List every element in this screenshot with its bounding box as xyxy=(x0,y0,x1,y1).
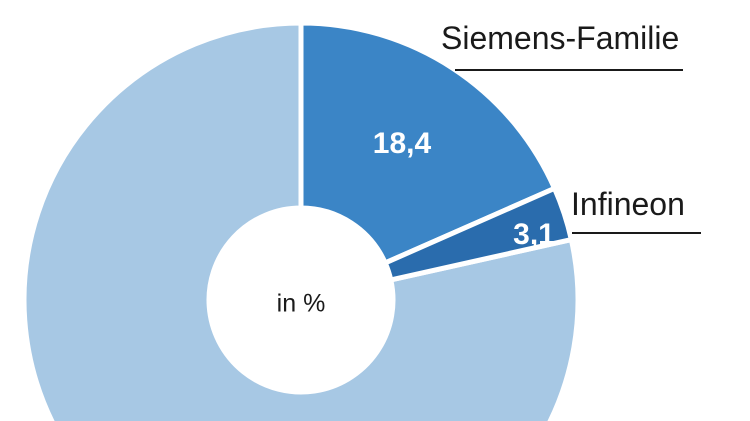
callout-label-siemens-familie: Siemens-Familie xyxy=(441,20,680,56)
callout-rule-infineon xyxy=(572,232,701,234)
slice-value-label-infineon: 3,1 xyxy=(513,218,555,251)
callout-rule-siemens-familie xyxy=(455,69,683,71)
callout-label-infineon: Infineon xyxy=(571,186,685,222)
center-unit-label: in % xyxy=(277,290,326,318)
donut-slice-sonstige[interactable] xyxy=(21,20,581,421)
slice-value-label-siemens-familie: 18,4 xyxy=(373,127,432,160)
donut-hole xyxy=(209,208,393,392)
